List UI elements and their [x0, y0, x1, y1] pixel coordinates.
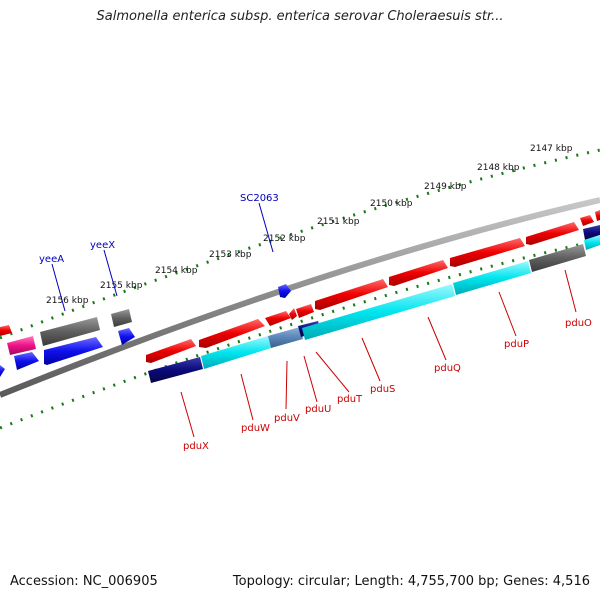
leader-SC2063 — [258, 202, 274, 253]
leader-pduQ — [427, 316, 447, 361]
gene-pduT-forward[interactable] — [296, 304, 314, 318]
gene-left-pink[interactable] — [7, 336, 36, 355]
forward-strand-genes — [146, 210, 600, 363]
leader-pduV — [285, 360, 288, 410]
gene-left-small-1[interactable] — [0, 325, 12, 336]
gene-yeeA-grey[interactable] — [40, 317, 100, 346]
scale-label: 2153 kbp — [209, 250, 252, 260]
scale-label: 2155 kbp — [100, 281, 143, 291]
gene-label-pduQ: pduQ — [434, 363, 461, 374]
leader-yeeX — [103, 249, 118, 297]
gene-label-pduU: pduU — [305, 404, 331, 415]
scale-label: 2154 kbp — [155, 266, 198, 276]
gene-labels: yeeA yeeX SC2063 pduX pduW pduV pduU pdu… — [39, 193, 592, 452]
gene-label-SC2063: SC2063 — [240, 193, 279, 204]
leader-pduT — [315, 351, 350, 393]
genome-info-text: Topology: circular; Length: 4,755,700 bp… — [232, 574, 590, 589]
scale-label: 2151 kbp — [317, 217, 360, 227]
scale-label: 2148 kbp — [477, 163, 520, 173]
gene-pduX-forward[interactable] — [146, 339, 196, 363]
gene-pduW-forward[interactable] — [199, 319, 265, 348]
leader-yeeA — [51, 263, 66, 312]
gene-edge-track-1[interactable] — [583, 225, 600, 240]
gene-left-blue-4[interactable] — [0, 365, 5, 377]
leader-pduO — [564, 269, 577, 313]
left-genes — [0, 284, 291, 377]
gene-left-blue-3[interactable] — [118, 328, 135, 345]
leader-pduX — [180, 391, 195, 438]
gene-yeeX-grey[interactable] — [111, 309, 132, 327]
gene-pduP-track[interactable] — [453, 261, 531, 295]
gene-label-pduX: pduX — [183, 441, 209, 452]
gene-pduU-forward[interactable] — [289, 308, 297, 320]
leader-pduP — [498, 291, 517, 337]
gene-edge-forward-2[interactable] — [595, 210, 600, 221]
gene-label-pduV: pduV — [274, 413, 300, 424]
gene-label-pduO: pduO — [565, 318, 592, 329]
gene-pduS-forward[interactable] — [315, 279, 388, 310]
genome-backbone — [0, 197, 600, 398]
accession-text: Accession: NC_006905 — [10, 574, 158, 589]
gene-label-pduP: pduP — [504, 339, 529, 350]
gene-pduQ-forward[interactable] — [389, 260, 448, 286]
gene-left-blue-1[interactable] — [44, 337, 103, 365]
scale-label: 2147 kbp — [530, 144, 573, 154]
gene-pduX-track[interactable] — [148, 357, 203, 383]
leader-pduW — [240, 373, 254, 421]
gene-label-pduW: pduW — [241, 423, 270, 434]
gene-pduW-track[interactable] — [201, 336, 271, 369]
gene-label-pduT: pduT — [337, 394, 363, 405]
gene-pduP-forward[interactable] — [450, 238, 525, 267]
scale-label: 2149 kbp — [424, 182, 467, 192]
gene-pduO-track[interactable] — [529, 244, 586, 272]
scale-labels: 2147 kbp 2148 kbp 2149 kbp 2150 kbp 2151… — [46, 144, 573, 306]
scale-label: 2150 kbp — [370, 199, 413, 209]
scale-label: 2152 kbp — [263, 234, 306, 244]
gene-edge-track-2[interactable] — [584, 235, 600, 250]
leader-pduS — [361, 337, 381, 382]
lower-track-genes — [148, 225, 600, 383]
map-title: Salmonella enterica subsp. enterica sero… — [96, 9, 504, 24]
gene-pduV-track[interactable] — [268, 327, 303, 348]
gene-label-yeeX: yeeX — [90, 240, 115, 251]
scale-label: 2156 kbp — [46, 296, 89, 306]
gene-pduV-forward[interactable] — [265, 311, 291, 326]
gene-label-yeeA: yeeA — [39, 254, 64, 265]
label-leader-lines — [51, 202, 577, 438]
gene-pduO-forward[interactable] — [526, 222, 579, 245]
leader-pduU — [303, 355, 318, 403]
gene-SC2063[interactable] — [278, 284, 291, 298]
gene-left-blue-2[interactable] — [14, 352, 39, 370]
gene-edge-forward-1[interactable] — [580, 215, 594, 226]
gene-pduS-track[interactable] — [302, 284, 455, 340]
gene-label-pduS: pduS — [370, 384, 395, 395]
